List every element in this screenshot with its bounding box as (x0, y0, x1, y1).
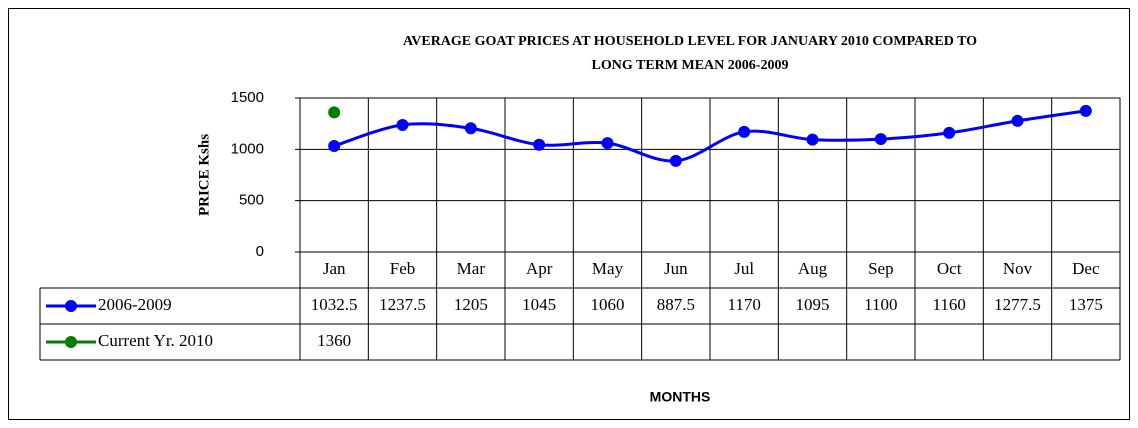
x-tick-label: Jun (664, 259, 688, 278)
table-value: 1060 (591, 295, 625, 314)
legend-marker (65, 336, 77, 348)
legend-label: 2006-2009 (98, 295, 172, 314)
data-point (533, 138, 546, 151)
x-tick-label: Apr (526, 259, 553, 278)
data-point (874, 133, 887, 146)
data-point (669, 154, 682, 167)
x-axis-label: MONTHS (650, 389, 711, 405)
data-point (601, 137, 614, 150)
chart-frame (8, 8, 1130, 420)
data-point (328, 106, 341, 119)
table-value: 1360 (317, 331, 351, 350)
table-value: 1277.5 (994, 295, 1041, 314)
chart-title: LONG TERM MEAN 2006-2009 (592, 58, 789, 73)
y-tick-label: 1500 (231, 89, 264, 106)
table-value: 1205 (454, 295, 488, 314)
data-point (738, 125, 751, 138)
data-point (806, 133, 819, 146)
x-tick-label: Oct (937, 259, 962, 278)
table-value: 1160 (932, 295, 965, 314)
y-tick-label: 0 (256, 243, 264, 260)
y-axis-label: PRICE Kshs (196, 134, 212, 216)
table-value: 1100 (864, 295, 897, 314)
legend-marker (65, 300, 77, 312)
data-point (1011, 114, 1024, 127)
series-line (333, 109, 1087, 163)
x-tick-label: May (592, 259, 624, 278)
x-tick-label: Sep (868, 259, 894, 278)
x-tick-label: Jul (734, 259, 754, 278)
table-value: 1237.5 (379, 295, 426, 314)
table-value: 1375 (1069, 295, 1103, 314)
x-tick-label: Feb (390, 259, 416, 278)
x-tick-label: Aug (798, 259, 828, 278)
legend-label: Current Yr. 2010 (98, 331, 213, 350)
data-point (1079, 104, 1092, 117)
x-tick-label: Dec (1072, 259, 1100, 278)
x-tick-label: Nov (1003, 259, 1033, 278)
table-value: 1095 (796, 295, 830, 314)
table-value: 1045 (522, 295, 556, 314)
chart-title: AVERAGE GOAT PRICES AT HOUSEHOLD LEVEL F… (403, 34, 977, 49)
data-point (328, 139, 341, 152)
y-tick-label: 1000 (231, 140, 264, 157)
x-tick-label: Mar (457, 259, 486, 278)
table-value: 887.5 (657, 295, 695, 314)
data-point (464, 122, 477, 135)
table-value: 1170 (727, 295, 760, 314)
data-point (396, 118, 409, 131)
table-value: 1032.5 (311, 295, 358, 314)
x-tick-label: Jan (323, 259, 346, 278)
data-point (943, 126, 956, 139)
y-tick-label: 500 (239, 192, 264, 209)
